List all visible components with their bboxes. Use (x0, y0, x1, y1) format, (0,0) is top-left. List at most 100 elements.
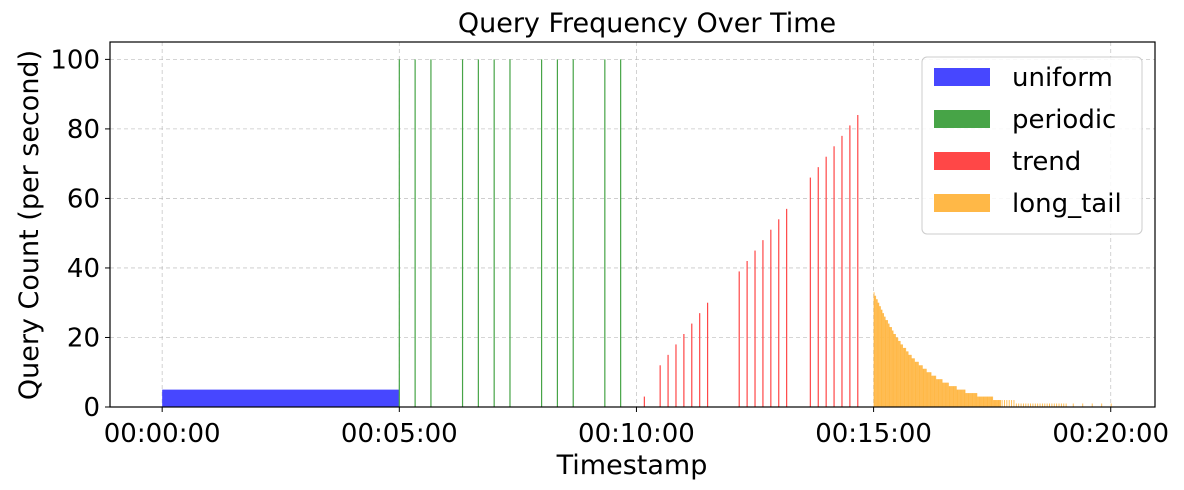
bar-long-tail (1046, 403, 1048, 407)
bar-long-tail (943, 382, 945, 407)
bar-long-tail (964, 389, 966, 407)
bar-long-tail (888, 323, 890, 407)
bar-periodic (414, 59, 416, 407)
bar-trend (706, 302, 709, 407)
bar-long-tail (910, 354, 912, 407)
legend-label: long_tail (1012, 189, 1122, 219)
y-tick-label: 60 (67, 184, 100, 214)
bar-long-tail (1072, 403, 1074, 407)
bar-long-tail (1006, 400, 1008, 407)
x-tick-label: 00:00:00 (104, 419, 221, 449)
bar-long-tail (997, 400, 999, 407)
bar-trend (746, 261, 748, 407)
bar-trend (762, 240, 764, 407)
bar-long-tail (916, 361, 918, 407)
bar-long-tail (974, 393, 976, 407)
bar-long-tail (966, 393, 967, 407)
bar-long-tail (994, 400, 996, 407)
bar-long-tail (961, 389, 963, 407)
bar-long-tail (965, 393, 967, 407)
bar-long-tail (891, 330, 893, 407)
x-tick-label: 00:20:00 (1052, 419, 1169, 449)
y-tick-label: 20 (67, 323, 100, 353)
ticks: 00:00:00 00:05:00 00:10:00 00:15:00 00:20:00… (50, 45, 1169, 449)
bar-long-tail (992, 400, 994, 407)
bar-long-tail (915, 361, 917, 407)
bar-long-tail (929, 372, 931, 407)
bar-long-tail (898, 340, 899, 407)
bar-long-tail (980, 396, 982, 407)
bar-long-tail (943, 382, 945, 407)
bar-long-tail (1008, 400, 1010, 407)
bar-trend (833, 146, 835, 408)
bar-long-tail (955, 386, 956, 407)
bar-trend (825, 156, 827, 407)
bar-long-tail (973, 393, 975, 407)
bar-long-tail (1053, 403, 1055, 407)
bar-long-tail (896, 337, 898, 407)
bar-long-tail (893, 334, 895, 407)
y-tick-label: 100 (50, 45, 100, 75)
bar-long-tail (892, 330, 894, 407)
bar-long-tail (1058, 403, 1060, 407)
bar-long-tail (890, 327, 892, 407)
y-tick-label: 0 (83, 393, 100, 423)
bar-trend (675, 344, 677, 407)
legend-swatch (934, 68, 990, 86)
bar-long-tail (958, 389, 960, 407)
bar-long-tail (876, 299, 878, 407)
bar-trend (857, 115, 859, 407)
bar-long-tail (1011, 400, 1013, 407)
bar-long-tail (970, 393, 971, 407)
bar-long-tail (877, 302, 879, 407)
x-tick-label: 00:10:00 (578, 419, 695, 449)
bar-long-tail (914, 361, 916, 407)
bar-periodic (461, 59, 464, 407)
bar-periodic (556, 59, 559, 407)
bar-long-tail (906, 351, 908, 407)
bar-trend (841, 135, 843, 407)
bar-long-tail (969, 393, 971, 407)
bar-long-tail (932, 375, 933, 407)
bar-long-tail (919, 365, 921, 407)
bar-long-tail (1001, 400, 1003, 407)
bar-long-tail (1110, 403, 1112, 407)
bar-long-tail (989, 396, 991, 407)
bar-long-tail (918, 365, 920, 407)
bar-long-tail (949, 386, 951, 407)
bar-long-tail (1027, 403, 1029, 407)
bar-long-tail (936, 379, 937, 407)
bar-long-tail (988, 396, 990, 407)
bar-periodic (398, 59, 400, 407)
bar-periodic (620, 59, 622, 407)
bar-trend (683, 334, 685, 407)
bar-long-tail (1082, 403, 1084, 407)
bar-long-tail (895, 337, 897, 407)
bar-long-tail (928, 372, 930, 407)
bar-periodic (430, 59, 432, 407)
bar-long-tail (932, 375, 934, 407)
bar-long-tail (955, 386, 957, 407)
bar-long-tail (902, 347, 904, 407)
bar-long-tail (967, 393, 969, 407)
bar-long-tail (945, 382, 947, 407)
bar-long-tail (947, 382, 949, 407)
bar-long-tail (971, 393, 973, 407)
bar-uniform (162, 389, 400, 407)
bar-long-tail (911, 358, 913, 407)
bar-long-tail (970, 393, 972, 407)
bar-long-tail (952, 386, 954, 407)
bar-long-tail (977, 396, 979, 407)
bar-long-tail (942, 382, 944, 407)
bar-long-tail (1039, 403, 1041, 407)
bar-long-tail (883, 316, 885, 407)
bar-long-tail (934, 375, 936, 407)
bar-long-tail (894, 334, 896, 407)
bar-long-tail (1051, 403, 1053, 407)
bar-periodic (509, 59, 511, 407)
bar-long-tail (972, 393, 974, 407)
bar-long-tail (944, 382, 946, 407)
bar-long-tail (951, 386, 953, 407)
bar-trend (817, 167, 819, 407)
